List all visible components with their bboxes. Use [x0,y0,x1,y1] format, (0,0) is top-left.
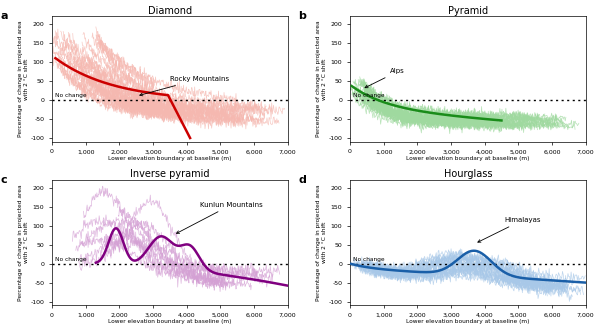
Text: Himalayas: Himalayas [478,217,541,242]
Y-axis label: Percentage of change in projected area
with 2 °C shift: Percentage of change in projected area w… [19,184,29,301]
Text: No change: No change [55,93,86,98]
X-axis label: Lower elevation boundary at baseline (m): Lower elevation boundary at baseline (m) [108,319,232,324]
Text: No change: No change [353,93,384,98]
Text: Alps: Alps [365,68,405,88]
X-axis label: Lower elevation boundary at baseline (m): Lower elevation boundary at baseline (m) [406,319,530,324]
Y-axis label: Percentage of change in projected area
with 2 °C shift: Percentage of change in projected area w… [316,184,327,301]
Text: a: a [0,11,8,21]
X-axis label: Lower elevation boundary at baseline (m): Lower elevation boundary at baseline (m) [108,156,232,161]
Title: Hourglass: Hourglass [443,169,492,179]
Text: Rocky Mountains: Rocky Mountains [140,76,229,96]
Text: No change: No change [55,257,86,262]
Text: Kunlun Mountains: Kunlun Mountains [176,202,263,233]
Title: Pyramid: Pyramid [448,6,488,16]
Title: Inverse pyramid: Inverse pyramid [130,169,209,179]
X-axis label: Lower elevation boundary at baseline (m): Lower elevation boundary at baseline (m) [406,156,530,161]
Text: d: d [298,175,306,185]
Title: Diamond: Diamond [148,6,192,16]
Y-axis label: Percentage of change in projected area
with 2 °C shift: Percentage of change in projected area w… [316,21,327,137]
Text: No change: No change [353,257,384,262]
Text: c: c [0,175,7,185]
Y-axis label: Percentage of change in projected area
with 2 °C shift: Percentage of change in projected area w… [19,21,29,137]
Text: b: b [298,11,306,21]
